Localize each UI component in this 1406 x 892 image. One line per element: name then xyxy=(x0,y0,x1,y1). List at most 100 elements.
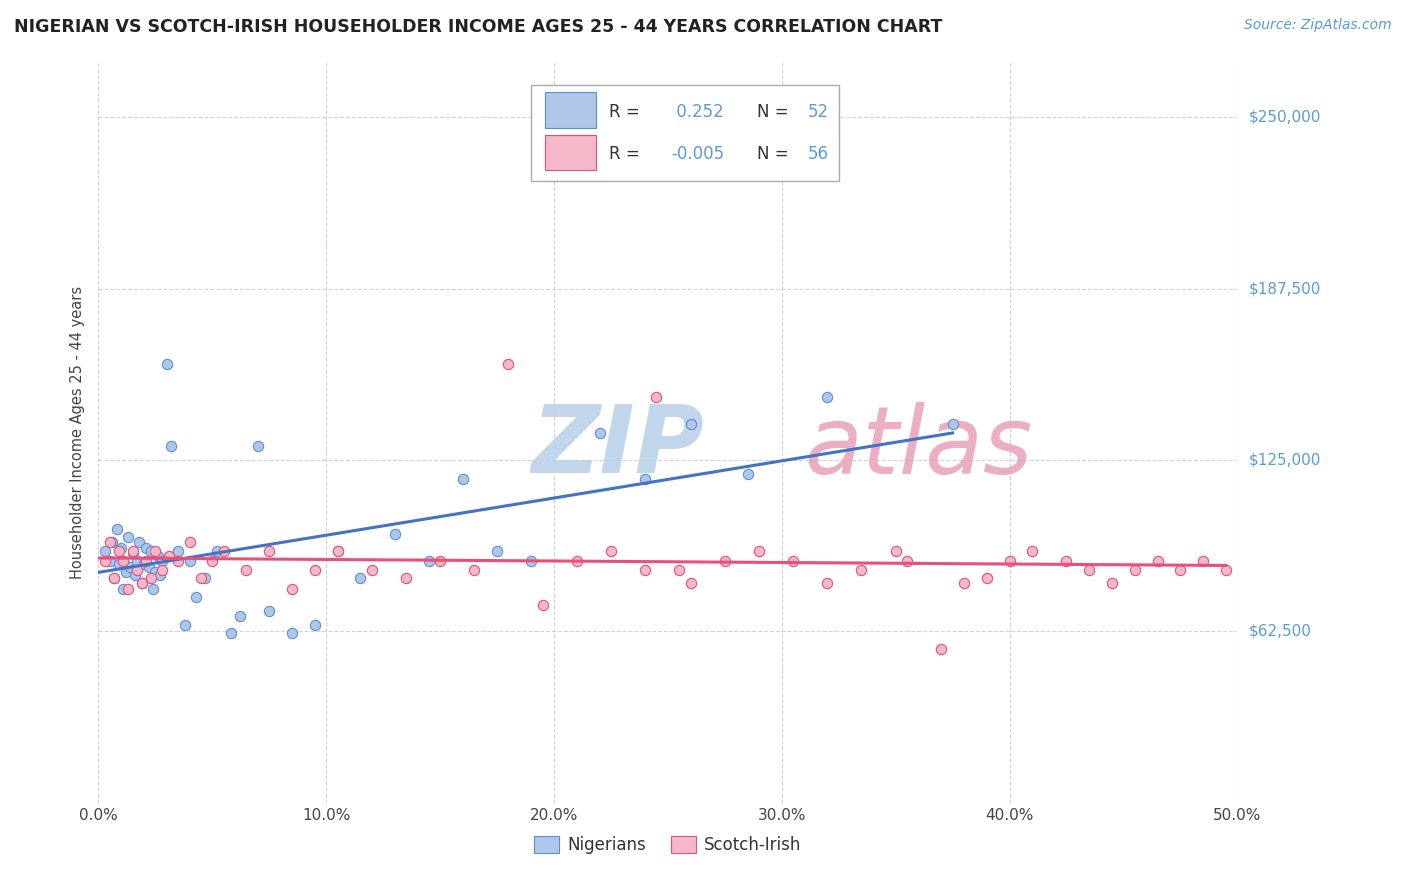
Point xyxy=(149,568,172,582)
Point xyxy=(105,522,128,536)
Point xyxy=(131,576,153,591)
Point xyxy=(205,543,228,558)
Point xyxy=(326,543,349,558)
Point xyxy=(98,554,121,568)
Point xyxy=(929,642,952,657)
Point xyxy=(486,543,509,558)
Point xyxy=(142,582,165,596)
Point xyxy=(167,554,190,568)
Point xyxy=(235,563,257,577)
Y-axis label: Householder Income Ages 25 - 44 years: Householder Income Ages 25 - 44 years xyxy=(70,286,86,579)
Point xyxy=(737,467,759,481)
Point xyxy=(1021,543,1043,558)
Point xyxy=(101,535,124,549)
Point xyxy=(1192,554,1215,568)
Point xyxy=(1078,563,1101,577)
Point xyxy=(121,546,143,560)
Point xyxy=(942,417,965,432)
Point xyxy=(782,554,804,568)
Point xyxy=(131,576,153,591)
Point xyxy=(138,560,160,574)
Point xyxy=(463,563,485,577)
Point xyxy=(600,543,623,558)
Text: Source: ZipAtlas.com: Source: ZipAtlas.com xyxy=(1244,18,1392,32)
FancyBboxPatch shape xyxy=(531,85,839,181)
Point xyxy=(246,439,269,453)
Point xyxy=(146,549,169,563)
Point xyxy=(127,563,149,577)
Point xyxy=(114,566,136,580)
Point xyxy=(998,554,1021,568)
Point xyxy=(190,571,212,585)
Point xyxy=(429,554,451,568)
Point xyxy=(108,558,131,572)
FancyBboxPatch shape xyxy=(546,135,596,170)
Text: -0.005: -0.005 xyxy=(671,145,724,163)
Text: 52: 52 xyxy=(808,103,830,120)
Point xyxy=(679,417,702,432)
Point xyxy=(395,571,418,585)
Point xyxy=(103,571,125,585)
Point xyxy=(132,558,155,572)
Point xyxy=(108,543,131,558)
Point xyxy=(174,617,197,632)
Point xyxy=(634,563,657,577)
FancyBboxPatch shape xyxy=(546,93,596,128)
Point xyxy=(212,543,235,558)
Point xyxy=(748,543,770,558)
Point xyxy=(139,543,162,558)
Point xyxy=(1101,576,1123,591)
Text: $187,500: $187,500 xyxy=(1249,281,1320,296)
Point xyxy=(1056,554,1078,568)
Point xyxy=(384,527,406,541)
Point xyxy=(1123,563,1146,577)
Point xyxy=(112,554,135,568)
Point xyxy=(156,357,179,371)
Point xyxy=(117,582,139,596)
Text: 0.252: 0.252 xyxy=(671,103,724,120)
Point xyxy=(103,571,125,585)
Point xyxy=(418,554,440,568)
Point xyxy=(201,554,224,568)
Point xyxy=(121,543,143,558)
Point xyxy=(145,566,167,580)
Point xyxy=(145,543,167,558)
Point xyxy=(815,390,838,404)
Text: NIGERIAN VS SCOTCH-IRISH HOUSEHOLDER INCOME AGES 25 - 44 YEARS CORRELATION CHART: NIGERIAN VS SCOTCH-IRISH HOUSEHOLDER INC… xyxy=(14,18,942,36)
Point xyxy=(679,576,702,591)
Point xyxy=(120,560,142,574)
Text: atlas: atlas xyxy=(804,402,1033,493)
Point xyxy=(127,554,149,568)
Point xyxy=(1170,563,1192,577)
Text: $62,500: $62,500 xyxy=(1249,624,1312,639)
Point xyxy=(281,582,304,596)
Point xyxy=(194,571,217,585)
Point xyxy=(304,563,326,577)
Point xyxy=(1146,554,1168,568)
Point xyxy=(157,549,180,563)
Point xyxy=(186,590,208,604)
Point xyxy=(1215,563,1237,577)
Point xyxy=(135,554,157,568)
Point xyxy=(259,543,281,558)
Point xyxy=(714,554,737,568)
Point xyxy=(128,535,150,549)
Point xyxy=(815,576,838,591)
Point xyxy=(953,576,976,591)
Point xyxy=(451,472,474,486)
Point xyxy=(110,541,132,555)
Point xyxy=(98,535,121,549)
Point xyxy=(94,554,117,568)
Point xyxy=(634,472,657,486)
Point xyxy=(326,543,349,558)
Point xyxy=(94,543,117,558)
Text: $125,000: $125,000 xyxy=(1249,452,1320,467)
Legend: Nigerians, Scotch-Irish: Nigerians, Scotch-Irish xyxy=(527,830,808,861)
Point xyxy=(851,563,873,577)
Point xyxy=(219,625,242,640)
Point xyxy=(304,617,326,632)
Point xyxy=(976,571,998,585)
Point xyxy=(124,568,146,582)
Text: N =: N = xyxy=(756,145,793,163)
Point xyxy=(884,543,907,558)
